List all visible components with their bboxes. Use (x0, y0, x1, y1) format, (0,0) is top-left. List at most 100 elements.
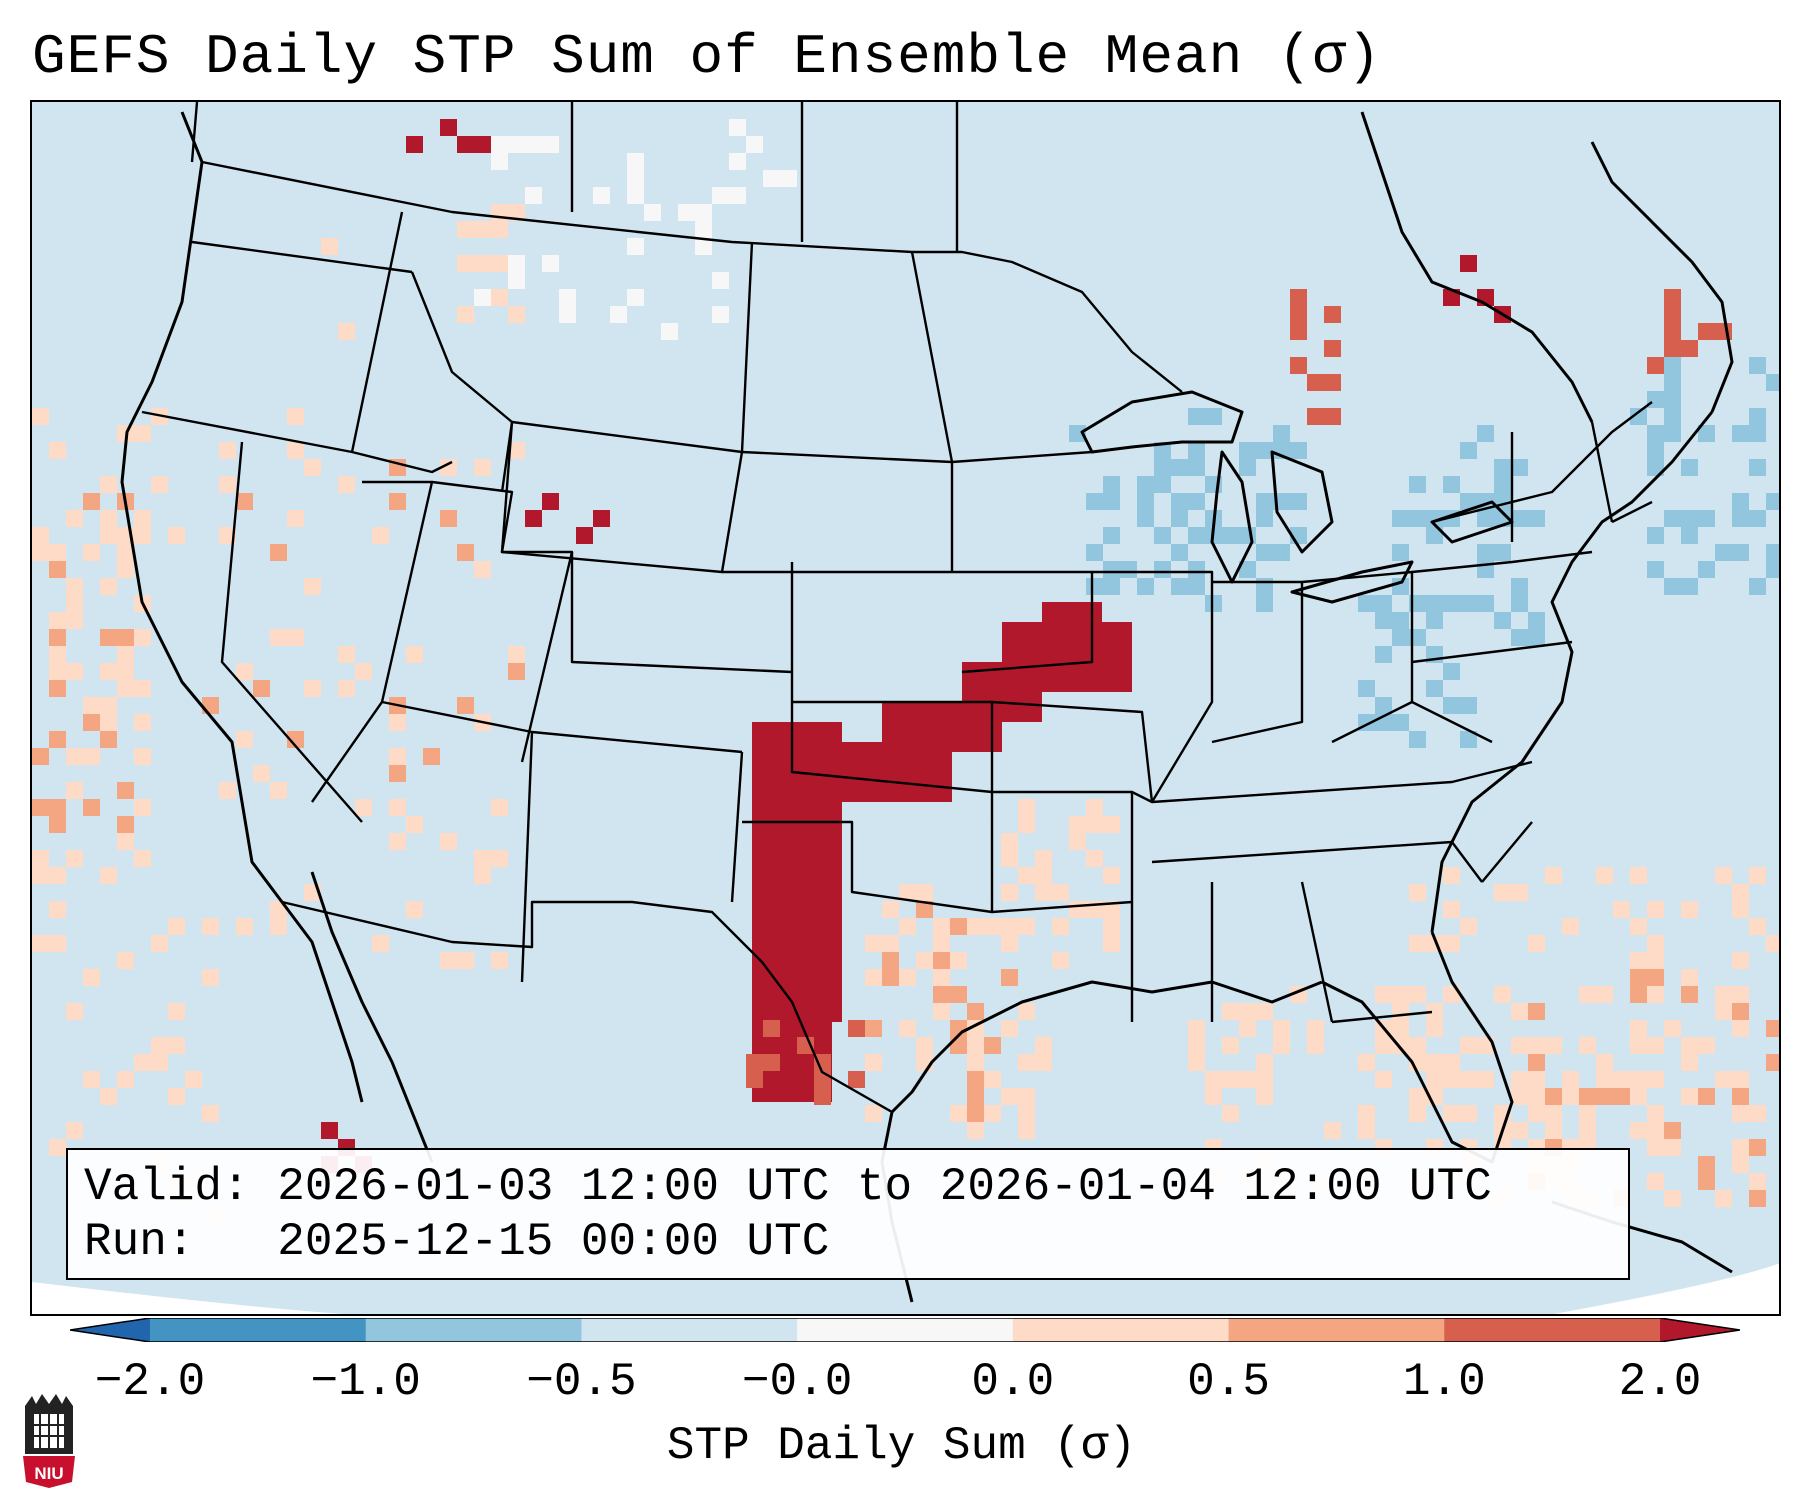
anomaly-atlantic-pink (1681, 1037, 1698, 1054)
anomaly-atlantic-pink (1715, 1003, 1732, 1020)
anomaly-texas-pink (984, 1071, 1001, 1088)
anomaly-atlantic-pink (1732, 1020, 1749, 1037)
anomaly-canada-white (542, 136, 559, 153)
anomaly-pacific-pink (66, 663, 83, 680)
anomaly-atlantic-blue (1681, 459, 1698, 476)
anomaly-texas-salmon (967, 1003, 984, 1020)
colorado (570, 552, 794, 674)
anomaly-atlantic-pink (1732, 952, 1749, 969)
anomaly-texas-orange (763, 1020, 780, 1037)
anomaly-west-salmon (389, 493, 406, 510)
anomaly-texas-pink (899, 918, 916, 935)
anomaly-pacific-salmon (49, 731, 66, 748)
anomaly-arkansas-pink (1103, 918, 1120, 935)
anomaly-west-pink (338, 476, 355, 493)
anomaly-atlantic-pink (1647, 1037, 1664, 1054)
anomaly-pacific-salmon (49, 561, 66, 578)
anomaly-canada-white (508, 255, 525, 272)
anomaly-atlantic-blue (1664, 425, 1681, 442)
anomaly-texas-salmon (1001, 969, 1018, 986)
anomaly-greatlakes-blue (1290, 442, 1307, 459)
anomaly-texas-pink (916, 884, 933, 901)
anomaly-pacific-pink (32, 408, 49, 425)
anomaly-west-salmon (236, 493, 253, 510)
anomaly-west-pink (389, 714, 406, 731)
anomaly-gulf-pink (1205, 1088, 1222, 1105)
anomaly-west-pink (406, 816, 423, 833)
anomaly-atlantic-salmon (1681, 986, 1698, 1003)
anomaly-arkansas-pink (1103, 867, 1120, 884)
anomaly-west-pink (270, 782, 287, 799)
anomaly-texas-salmon (967, 1071, 984, 1088)
anomaly-texas-pink (882, 935, 899, 952)
anomaly-pacific-pink (168, 1003, 185, 1020)
anomaly-gulf-pink (1596, 1054, 1613, 1071)
anomaly-pacific-pink (134, 527, 151, 544)
anomaly-greatlakes-blue (1103, 561, 1120, 578)
anomaly-west-pink (474, 459, 491, 476)
hudson-coast (1360, 111, 1594, 423)
anomaly-northeast-blue (1494, 544, 1511, 561)
anomaly-pacific-pink (66, 595, 83, 612)
anomaly-northeast-blue (1494, 476, 1511, 493)
anomaly-greatlakes-blue (1273, 425, 1290, 442)
anomaly-pacific-salmon (83, 714, 100, 731)
anomaly-pacific-pink (83, 748, 100, 765)
anomaly-greatlakes-blue (1256, 595, 1273, 612)
anomaly-gulf-pink (1324, 1122, 1341, 1139)
anomaly-atlantic-pink (1460, 918, 1477, 935)
valid-value: 2026-01-03 12:00 UTC to 2026-01-04 12:00… (277, 1161, 1492, 1213)
anomaly-atlantic-pink (1681, 901, 1698, 918)
nd-sd-border (741, 450, 953, 464)
anomaly-greatlakes-blue (1154, 527, 1171, 544)
anomaly-pacific-pink (202, 1105, 219, 1122)
anomaly-pacific-pink (100, 510, 117, 527)
anomaly-west-pink (219, 476, 236, 493)
anomaly-gulf-pink (1188, 1054, 1205, 1071)
anomaly-greatlakes-blue (1171, 578, 1188, 595)
anomaly-atlantic-pink (1528, 1088, 1545, 1105)
anomaly-atlantic-pink (1647, 935, 1664, 952)
anomaly-northeast-blue (1528, 629, 1545, 646)
anomaly-greatlakes-blue (1256, 578, 1273, 595)
colorbar-tick-label: −2.0 (94, 1356, 206, 1408)
anomaly-texas-pink (950, 952, 967, 969)
map-panel (30, 100, 1781, 1316)
anomaly-wyoming-red (525, 510, 542, 527)
anomaly-texas-pink (1018, 1054, 1035, 1071)
anomaly-texas-pink (950, 1105, 967, 1122)
anomaly-west-salmon (389, 765, 406, 782)
anomaly-atlantic-salmon (1630, 986, 1647, 1003)
oklahoma (742, 802, 994, 914)
anomaly-west-salmon (423, 748, 440, 765)
colorbar-segments (150, 1318, 1661, 1342)
anomaly-northeast-blue (1511, 595, 1528, 612)
anomaly-arkansas-pink (1103, 935, 1120, 952)
valid-run-info-box: Valid: 2026-01-03 12:00 UTC to 2026-01-0… (66, 1148, 1630, 1280)
anomaly-appalachian-blue (1358, 680, 1375, 697)
anomaly-atlantic-pink (1545, 1037, 1562, 1054)
anomaly-atlantic-blue (1749, 510, 1766, 527)
anomaly-texas-pink (882, 901, 899, 918)
anomaly-atlantic-pink (1545, 867, 1562, 884)
anomaly-west-pink (202, 918, 219, 935)
anomaly-ontario-orange (1307, 374, 1324, 391)
anomaly-pacific-pink (117, 833, 134, 850)
anomaly-atlantic-blue (1766, 493, 1779, 510)
ohio (1301, 570, 1414, 744)
anomaly-nw-pink (457, 221, 474, 238)
anomaly-gulf-pink (1630, 1122, 1647, 1139)
anomaly-northeast-blue (1409, 595, 1426, 612)
illinois (1092, 570, 1214, 803)
anomaly-northeast-blue (1426, 510, 1443, 527)
anomaly-gulf-pink (1647, 1173, 1664, 1190)
anomaly-atlantic-blue (1647, 527, 1664, 544)
pa-south (1411, 640, 1573, 664)
pa (1411, 550, 1593, 574)
colorbar-tick-label: −0.5 (526, 1356, 637, 1408)
anomaly-texas-pink (967, 1122, 984, 1139)
anomaly-ontario-orange (1290, 306, 1307, 323)
anomaly-atlantic-pink (1579, 1037, 1596, 1054)
anomaly-canada-white (678, 204, 695, 221)
anomaly-atlantic-pink (1732, 1139, 1749, 1156)
